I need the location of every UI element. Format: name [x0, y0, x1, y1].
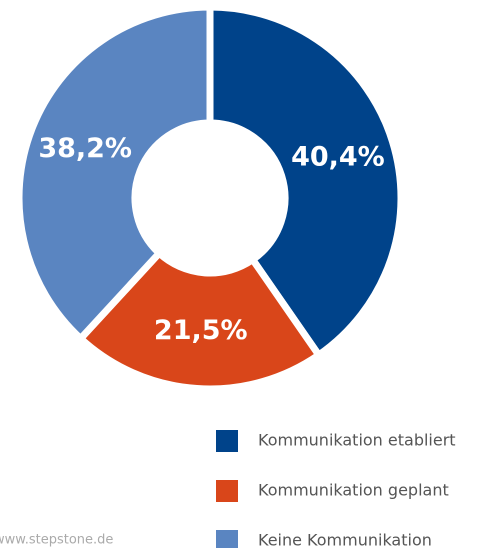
legend-swatch: [216, 530, 238, 548]
legend-label: Kommunikation geplant: [258, 481, 449, 500]
donut-segment: [75, 248, 324, 393]
legend-swatch: [216, 430, 238, 452]
source: www.stepstone.de: [0, 533, 113, 548]
value-label: 21,5%: [154, 315, 248, 346]
legend-label: Kommunikation etabliert: [258, 431, 456, 450]
value-label: 38,2%: [38, 133, 132, 164]
donut-segment: [206, 3, 405, 360]
donut-segment: [15, 3, 214, 344]
value-label: 40,4%: [291, 142, 385, 173]
legend-label: Keine Kommunikation: [258, 531, 432, 548]
legend-swatch: [216, 480, 238, 502]
